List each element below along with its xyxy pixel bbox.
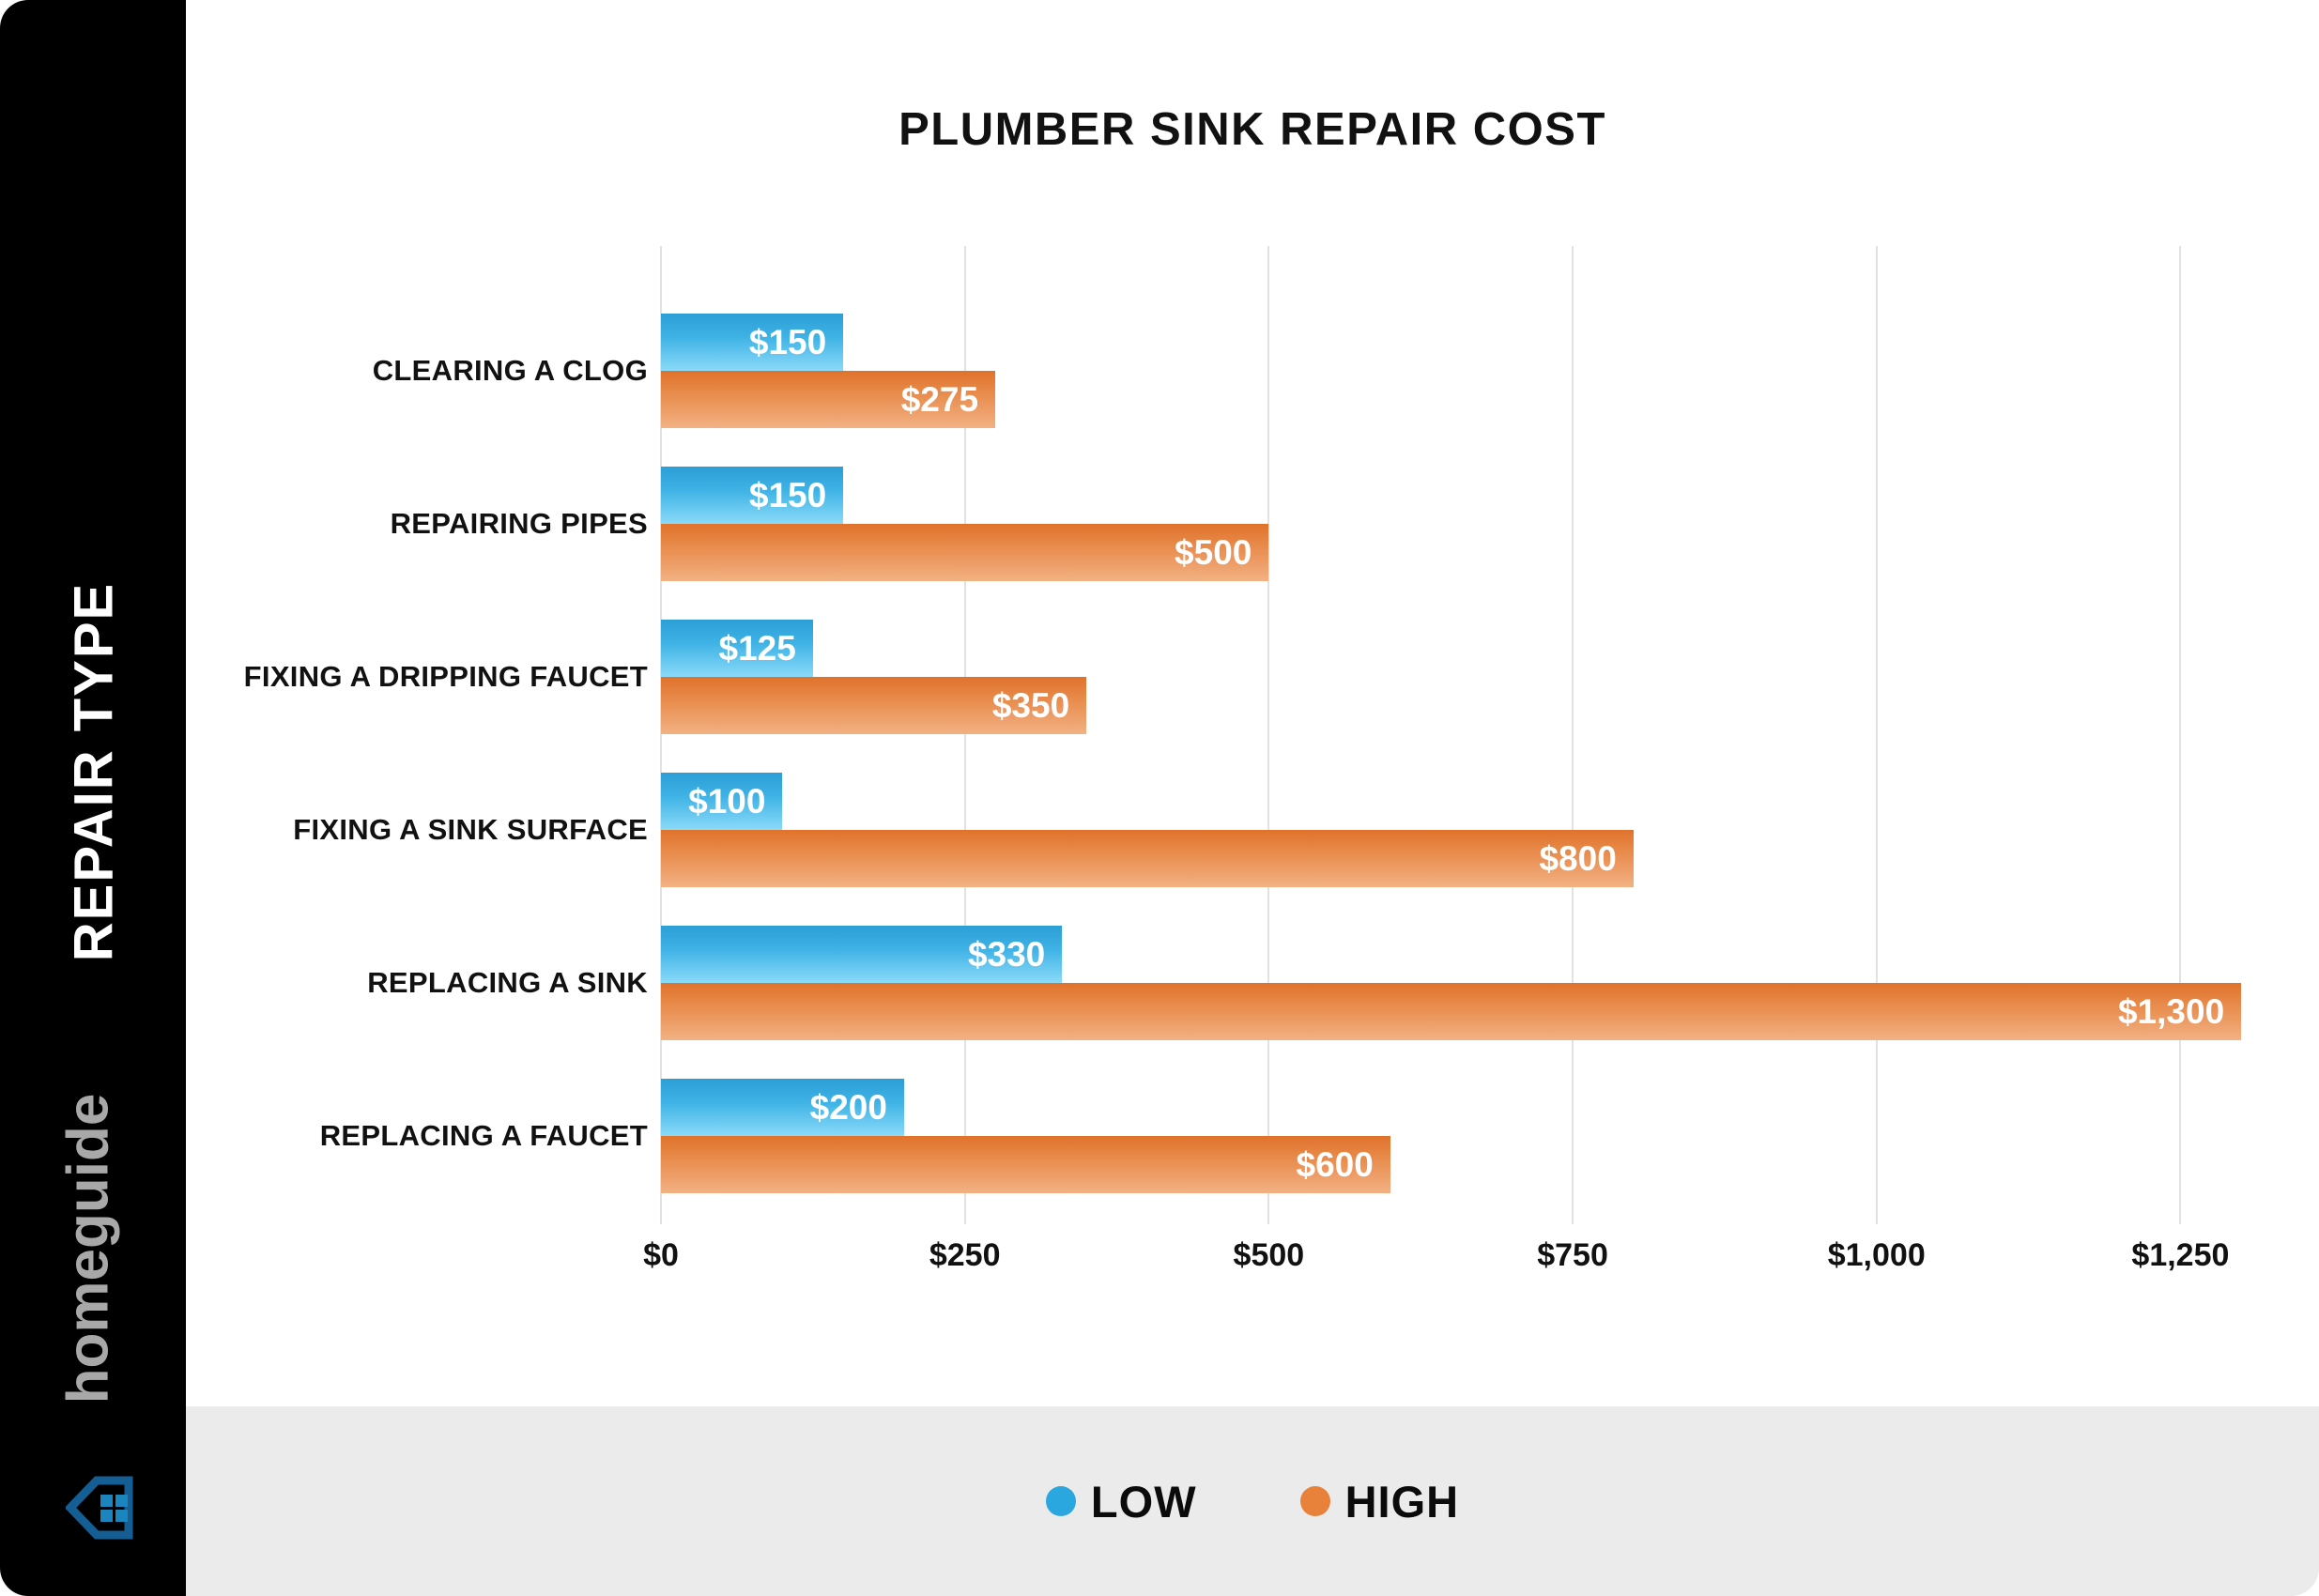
high-bar: $800 xyxy=(661,830,1634,887)
low-value-label: $200 xyxy=(809,1087,887,1127)
bar-group-replacing-a-sink: $330 $1,300 xyxy=(661,926,2278,1040)
gridline xyxy=(660,246,662,1224)
high-bar: $275 xyxy=(661,371,996,428)
plot-area: $150 $275 $150 $500 $125 $350 $100 $800 … xyxy=(660,246,2278,1224)
high-bar: $500 xyxy=(661,524,1269,581)
x-tick-label: $750 xyxy=(1537,1237,1608,1273)
gridline xyxy=(1875,246,1878,1224)
low-value-label: $330 xyxy=(967,934,1046,974)
high-value-label: $350 xyxy=(991,685,1070,725)
gridline xyxy=(2179,246,2182,1224)
low-bar: $150 xyxy=(661,314,844,371)
high-value-label: $800 xyxy=(1539,838,1617,878)
x-tick-label: $0 xyxy=(643,1237,679,1273)
category-label-clearing-a-clog: CLEARING A CLOG xyxy=(372,354,648,387)
low-bar: $150 xyxy=(661,467,844,524)
sidebar: REPAIR TYPE homeguide xyxy=(0,0,186,1596)
high-legend-dot xyxy=(1299,1486,1330,1516)
low-value-label: $125 xyxy=(718,628,796,668)
x-tick-label: $1,000 xyxy=(1827,1237,1926,1273)
legend: LOW HIGH xyxy=(186,1406,2319,1596)
x-tick-label: $1,250 xyxy=(2131,1237,2230,1273)
low-value-label: $100 xyxy=(688,781,766,821)
legend-item-low: LOW xyxy=(1045,1476,1197,1527)
bar-group-fixing-dripping-faucet: $125 $350 xyxy=(661,620,2278,734)
category-label-replacing-a-faucet: REPLACING A FAUCET xyxy=(319,1119,648,1152)
category-label-replacing-a-sink: REPLACING A SINK xyxy=(367,966,648,999)
high-value-label: $275 xyxy=(900,379,979,419)
legend-item-high: HIGH xyxy=(1299,1476,1460,1527)
x-tick-label: $250 xyxy=(929,1237,1001,1273)
chart-title: PLUMBER SINK REPAIR COST xyxy=(898,104,1606,155)
brand-wordmark: homeguide xyxy=(55,1093,121,1404)
legend-label-low: LOW xyxy=(1090,1476,1197,1527)
legend-label-high: HIGH xyxy=(1344,1476,1460,1527)
high-bar: $600 xyxy=(661,1136,1390,1193)
category-label-repairing-pipes: REPAIRING PIPES xyxy=(390,507,648,540)
low-legend-dot xyxy=(1045,1486,1076,1516)
bar-group-replacing-a-faucet: $200 $600 xyxy=(661,1079,2278,1193)
homeguide-house-icon xyxy=(66,1476,133,1540)
high-bar: $350 xyxy=(661,677,1087,734)
low-bar: $200 xyxy=(661,1079,904,1136)
category-label-fixing-dripping-faucet: FIXING A DRIPPING FAUCET xyxy=(243,660,648,693)
low-value-label: $150 xyxy=(748,475,827,514)
x-axis: $0 $250 $500 $750 $1,000 $1,250 xyxy=(643,1237,2278,1284)
low-bar: $100 xyxy=(661,773,783,830)
category-label-fixing-sink-surface: FIXING A SINK SURFACE xyxy=(293,813,648,846)
low-bar: $125 xyxy=(661,620,813,677)
gridline xyxy=(1267,246,1270,1224)
bar-group-repairing-pipes: $150 $500 xyxy=(661,467,2278,581)
x-tick-label: $500 xyxy=(1233,1237,1305,1273)
high-bar: $1,300 xyxy=(661,983,2242,1040)
gridline xyxy=(1572,246,1574,1224)
gridline xyxy=(963,246,966,1224)
high-value-label: $600 xyxy=(1296,1144,1374,1184)
low-bar: $330 xyxy=(661,926,1063,983)
high-value-label: $500 xyxy=(1175,532,1252,572)
high-value-label: $1,300 xyxy=(2117,991,2225,1031)
low-value-label: $150 xyxy=(748,322,827,361)
bar-group-clearing-a-clog: $150 $275 xyxy=(661,314,2278,428)
bar-group-fixing-sink-surface: $100 $800 xyxy=(661,773,2278,887)
y-axis-label: REPAIR TYPE xyxy=(63,581,125,962)
